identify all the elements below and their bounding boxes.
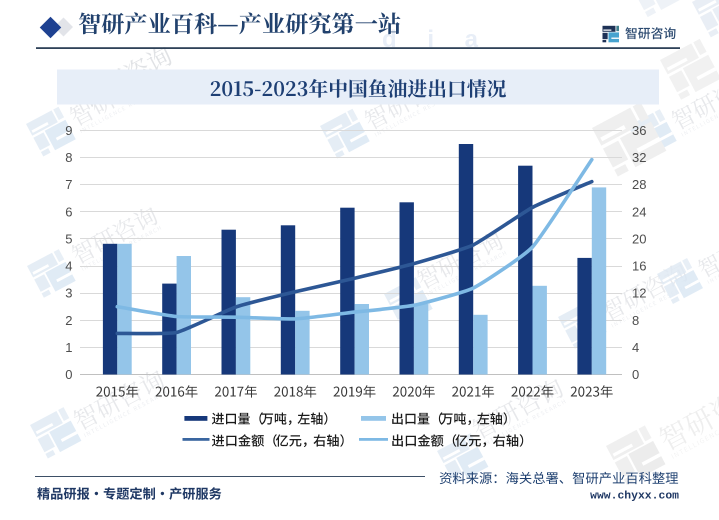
svg-text:1: 1	[65, 340, 72, 355]
svg-text:4: 4	[632, 340, 639, 355]
svg-text:8: 8	[632, 313, 639, 328]
svg-text:3: 3	[65, 286, 72, 301]
svg-text:6: 6	[65, 204, 72, 219]
svg-text:9: 9	[65, 123, 72, 138]
svg-text:16: 16	[632, 259, 646, 274]
svg-text:0: 0	[632, 367, 639, 382]
svg-text:12: 12	[632, 286, 646, 301]
svg-text:28: 28	[632, 177, 646, 192]
svg-text:8: 8	[65, 150, 72, 165]
svg-text:36: 36	[632, 123, 646, 138]
svg-text:7: 7	[65, 177, 72, 192]
svg-text:www.chyxx.com: www.chyxx.com	[590, 491, 679, 503]
svg-text:20: 20	[632, 231, 646, 246]
svg-text:4: 4	[65, 259, 72, 274]
svg-text:5: 5	[65, 231, 72, 246]
svg-text:2: 2	[65, 313, 72, 328]
svg-text:32: 32	[632, 150, 646, 165]
svg-text:0: 0	[65, 367, 72, 382]
svg-text:24: 24	[632, 204, 646, 219]
